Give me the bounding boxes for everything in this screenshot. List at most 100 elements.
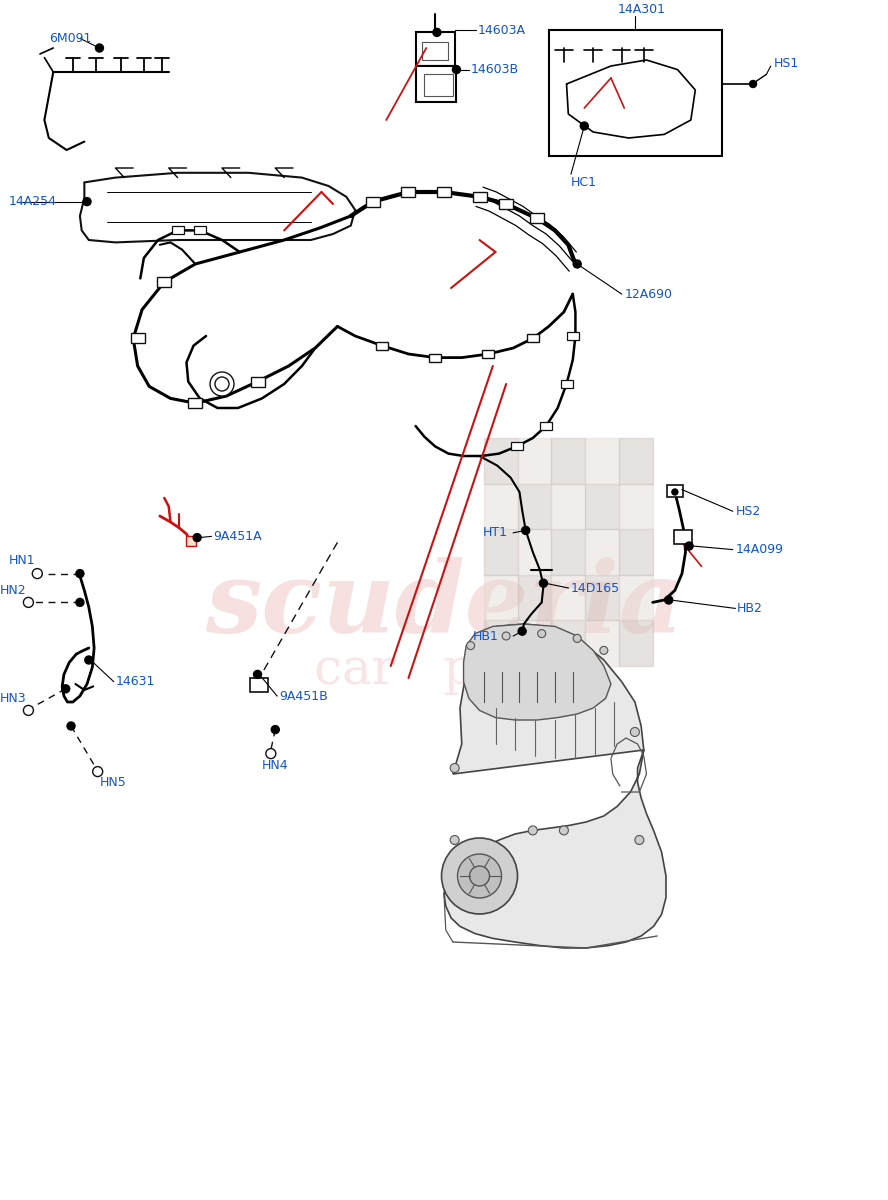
Bar bbox=[250, 678, 267, 692]
Bar bbox=[484, 438, 518, 484]
Text: 9A451A: 9A451A bbox=[213, 530, 262, 542]
Text: HN3: HN3 bbox=[0, 692, 27, 704]
Bar bbox=[376, 342, 388, 349]
Bar bbox=[619, 484, 653, 529]
Circle shape bbox=[271, 726, 280, 733]
Circle shape bbox=[559, 826, 568, 835]
Bar bbox=[585, 529, 619, 575]
Circle shape bbox=[599, 647, 608, 654]
Circle shape bbox=[61, 685, 70, 692]
Text: HN1: HN1 bbox=[9, 554, 36, 566]
Circle shape bbox=[95, 44, 104, 52]
Circle shape bbox=[539, 580, 548, 587]
Circle shape bbox=[630, 727, 639, 737]
Text: car   parts: car parts bbox=[313, 646, 575, 695]
Circle shape bbox=[635, 835, 644, 845]
Circle shape bbox=[84, 656, 93, 664]
Circle shape bbox=[749, 80, 757, 88]
Bar bbox=[674, 529, 692, 544]
Text: HB1: HB1 bbox=[473, 630, 499, 642]
Bar bbox=[551, 620, 585, 666]
Bar bbox=[482, 350, 495, 358]
Circle shape bbox=[466, 642, 475, 649]
Circle shape bbox=[450, 835, 459, 845]
Circle shape bbox=[664, 596, 673, 604]
Circle shape bbox=[470, 866, 489, 886]
Bar bbox=[530, 214, 544, 223]
Circle shape bbox=[521, 527, 530, 534]
Text: HT1: HT1 bbox=[483, 527, 508, 539]
Circle shape bbox=[266, 749, 276, 758]
Bar bbox=[540, 422, 552, 430]
Bar bbox=[429, 354, 441, 361]
Bar bbox=[585, 484, 619, 529]
Bar bbox=[484, 575, 518, 620]
Bar bbox=[188, 398, 202, 408]
Polygon shape bbox=[444, 624, 666, 948]
Bar bbox=[551, 575, 585, 620]
Circle shape bbox=[432, 29, 441, 36]
Bar bbox=[527, 335, 539, 342]
Circle shape bbox=[215, 377, 229, 391]
Circle shape bbox=[518, 628, 527, 635]
Text: HN4: HN4 bbox=[262, 760, 289, 772]
Circle shape bbox=[23, 598, 34, 607]
Polygon shape bbox=[464, 624, 611, 720]
Circle shape bbox=[452, 66, 461, 73]
Bar bbox=[551, 484, 585, 529]
Bar bbox=[619, 438, 653, 484]
Bar bbox=[186, 536, 196, 546]
Circle shape bbox=[502, 632, 511, 640]
Bar bbox=[366, 197, 380, 206]
Circle shape bbox=[193, 534, 202, 541]
Text: 14A099: 14A099 bbox=[735, 544, 783, 556]
Bar bbox=[585, 438, 619, 484]
Circle shape bbox=[32, 569, 43, 578]
Circle shape bbox=[537, 630, 546, 637]
Circle shape bbox=[580, 122, 589, 130]
Circle shape bbox=[75, 570, 84, 577]
Text: 9A451B: 9A451B bbox=[280, 690, 329, 702]
Bar bbox=[484, 484, 518, 529]
Bar bbox=[518, 529, 551, 575]
Bar bbox=[619, 529, 653, 575]
Circle shape bbox=[441, 838, 518, 914]
Circle shape bbox=[450, 763, 459, 773]
Bar bbox=[250, 377, 265, 386]
Bar bbox=[472, 192, 487, 202]
Bar bbox=[484, 620, 518, 666]
Bar bbox=[401, 187, 416, 197]
Bar bbox=[667, 485, 683, 497]
Text: HS1: HS1 bbox=[773, 58, 798, 70]
Circle shape bbox=[685, 542, 694, 550]
Text: 14D165: 14D165 bbox=[571, 582, 620, 594]
Circle shape bbox=[672, 490, 678, 494]
Circle shape bbox=[528, 826, 537, 835]
Text: 12A690: 12A690 bbox=[624, 288, 672, 300]
Bar bbox=[551, 529, 585, 575]
Text: HN2: HN2 bbox=[0, 584, 27, 596]
Bar bbox=[484, 529, 518, 575]
Bar bbox=[518, 484, 551, 529]
Circle shape bbox=[253, 671, 262, 678]
Text: HN5: HN5 bbox=[99, 776, 126, 788]
Text: HS2: HS2 bbox=[735, 505, 760, 517]
Circle shape bbox=[210, 372, 234, 396]
Bar bbox=[619, 620, 653, 666]
Text: 14A301: 14A301 bbox=[618, 4, 666, 16]
Text: HB2: HB2 bbox=[737, 602, 763, 614]
Bar bbox=[416, 32, 455, 66]
Circle shape bbox=[92, 767, 103, 776]
Bar bbox=[560, 380, 573, 388]
Bar bbox=[131, 334, 145, 343]
Text: 14603B: 14603B bbox=[471, 64, 519, 76]
Bar bbox=[171, 227, 184, 234]
Bar bbox=[194, 227, 206, 234]
Bar bbox=[416, 66, 456, 102]
Bar bbox=[619, 575, 653, 620]
Bar bbox=[424, 74, 453, 96]
Circle shape bbox=[573, 635, 582, 642]
Polygon shape bbox=[80, 173, 355, 242]
Bar bbox=[422, 42, 448, 60]
Circle shape bbox=[75, 599, 84, 606]
